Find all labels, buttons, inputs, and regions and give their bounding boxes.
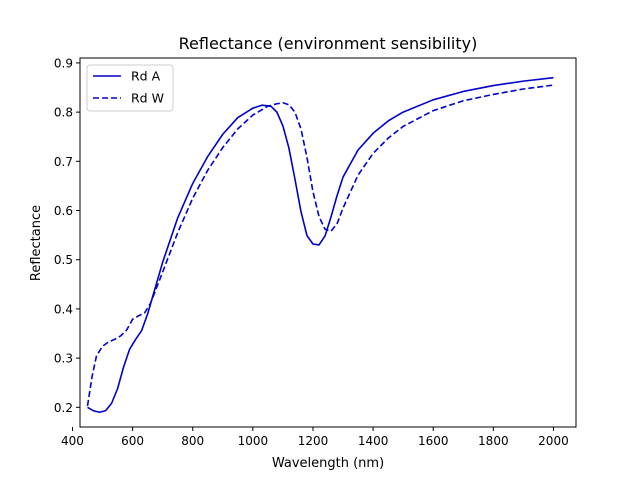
plot-lines [86, 76, 554, 414]
series-line-rd-a [87, 76, 554, 414]
y-tick-label: 0.7 [54, 155, 73, 169]
x-tick-label: 800 [181, 434, 204, 448]
y-tick-label: 0.8 [54, 106, 73, 120]
chart-title: Reflectance (environment sensibility) [179, 34, 478, 53]
y-tick-label: 0.9 [54, 56, 73, 70]
y-tick-label: 0.2 [54, 401, 73, 415]
x-tick-label: 1400 [358, 434, 389, 448]
x-tick-label: 2000 [538, 434, 569, 448]
x-tick-label: 400 [61, 434, 84, 448]
legend-label-rd-a: Rd A [131, 69, 161, 84]
x-tick-label: 1000 [238, 434, 269, 448]
y-tick-label: 0.3 [54, 352, 73, 366]
x-tick-label: 600 [121, 434, 144, 448]
x-axis-label: Wavelength (nm) [272, 456, 384, 471]
y-tick-label: 0.4 [54, 302, 73, 316]
x-tick-label: 1200 [298, 434, 329, 448]
series-line-rd-w [86, 84, 554, 406]
y-axis: 0.2 0.3 0.4 0.5 0.6 0.7 0.8 0.9 [54, 56, 80, 415]
x-tick-label: 1800 [478, 434, 509, 448]
x-tick-label: 1600 [418, 434, 449, 448]
legend: Rd A Rd W [86, 64, 174, 112]
y-axis-label: Reflectance [29, 205, 44, 281]
plot-frame [79, 57, 577, 428]
x-axis: 400 600 800 1000 1200 1400 1600 1800 2000 [61, 427, 569, 448]
legend-label-rd-w: Rd W [131, 91, 164, 106]
y-tick-label: 0.5 [54, 253, 73, 267]
y-tick-label: 0.6 [54, 204, 73, 218]
